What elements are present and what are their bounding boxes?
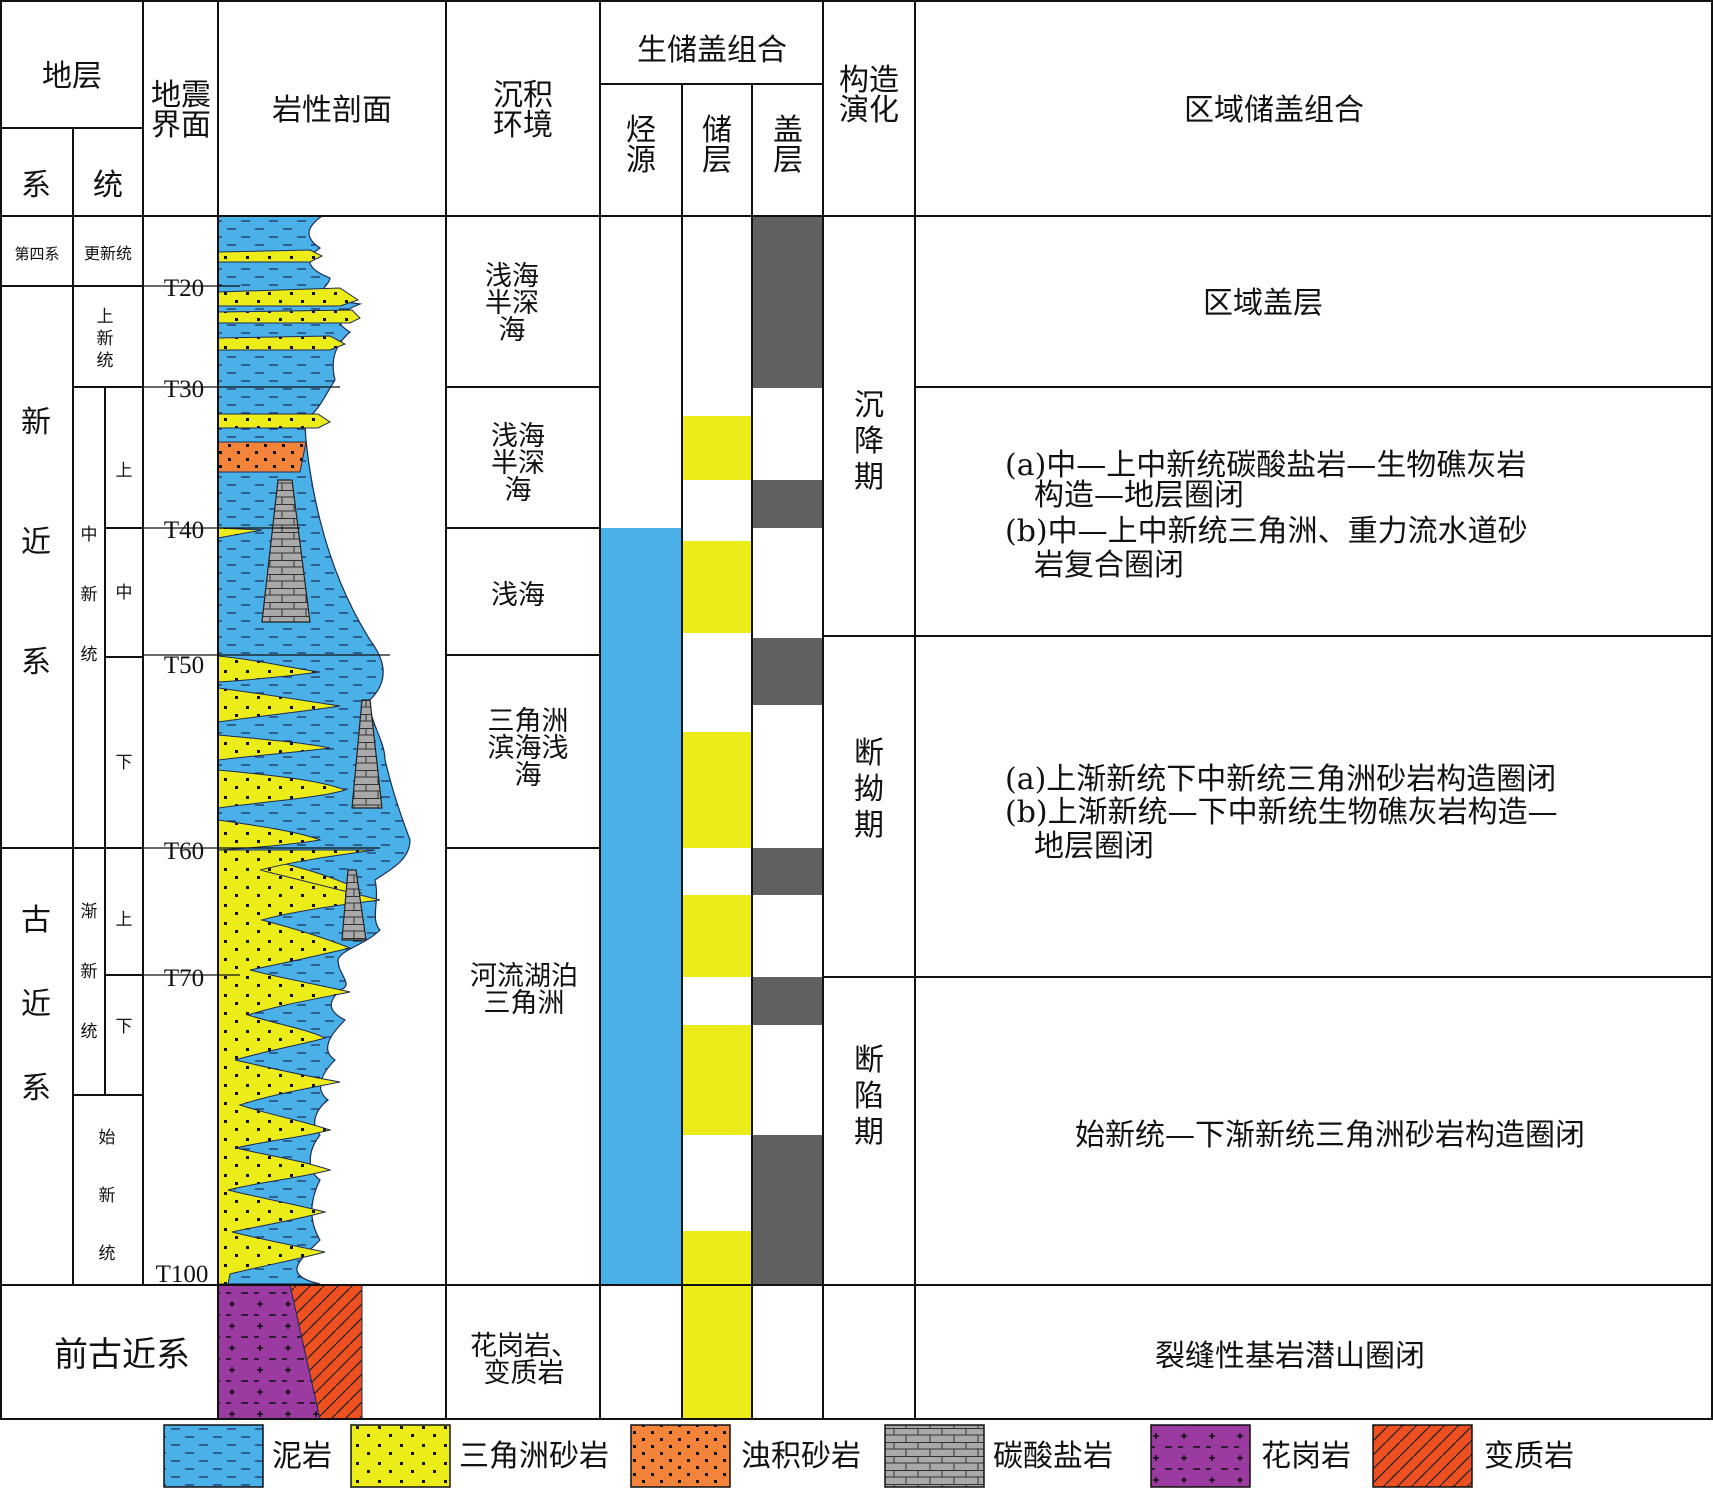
regional-combos: 区域盖层 (a)中—上中新统碳酸盐岩—生物礁灰岩 构造—地层圈闭 (b)中—上中…	[1005, 286, 1585, 1374]
granite-basement	[218, 1285, 321, 1419]
series-labels: 更新统 上新统 中新统 渐新统 始新统	[81, 244, 133, 1264]
system-quaternary: 第四系	[14, 245, 59, 263]
legend-label-metamorphic: 变质岩	[1484, 1439, 1574, 1474]
regional-combo-line: 地层圈闭	[1034, 829, 1154, 864]
horizon-label: T50	[164, 652, 204, 679]
regional-combo-line: 始新统—下渐新统三角洲砂岩构造圈闭	[1075, 1118, 1585, 1153]
legend-swatch-mudstone	[163, 1424, 264, 1488]
series-pleistocene: 更新统	[84, 244, 132, 263]
tectonic-rift: 断陷期	[854, 1043, 884, 1150]
header-labels: 地层 系 统 地震界面 岩性剖面 沉积环境 生储盖组合 烃源 储层 盖层 构造演…	[21, 33, 1364, 203]
regional-combo-line: (a)上渐新统下中新统三角洲砂岩构造圈闭	[1005, 762, 1556, 797]
subseries-middle-miocene: 中	[116, 583, 133, 603]
system-pre-paleogene: 前古近系	[54, 1335, 190, 1375]
subseries-labels: 上 中 下 上 下	[116, 461, 133, 1037]
legend-swatch-turbidite-sandstone	[630, 1424, 731, 1488]
subseries-upper-miocene: 上	[116, 461, 133, 481]
series-pliocene: 上新统	[97, 307, 114, 371]
header-regional: 区域储盖组合	[1184, 93, 1364, 128]
regional-combo-line: 构造—地层圈闭	[1034, 478, 1244, 513]
header-series: 统	[93, 168, 123, 203]
horizon-label: T20	[164, 275, 204, 302]
reservoir-bars	[682, 416, 752, 1419]
turbidite-sandstone-layer	[218, 441, 307, 473]
env-label: 浅海半深海	[485, 261, 539, 346]
legend: 泥岩 三角洲砂岩 浊积砂岩 碳酸盐岩 花岗岩 变质岩	[163, 1424, 1574, 1488]
subseries-lower-oligocene: 下	[116, 1017, 133, 1037]
horizon-label: T40	[164, 517, 204, 544]
system-paleogene: 古近系	[21, 903, 51, 1106]
header-source: 烃源	[626, 113, 656, 178]
source-rock-bar	[601, 528, 681, 1284]
legend-label-mudstone: 泥岩	[272, 1439, 332, 1474]
basement-rocks	[218, 1285, 363, 1419]
header-tectonic: 构造演化	[839, 63, 899, 128]
series-oligocene: 渐新统	[81, 902, 98, 1042]
env-label: 浅海半深海	[491, 421, 545, 506]
system-neogene: 新近系	[21, 405, 51, 680]
seismic-horizon-lines	[143, 285, 390, 976]
tectonic-labels: 沉降期 断拗期 断陷期	[854, 388, 884, 1150]
env-label: 浅海	[491, 580, 545, 611]
seismic-horizon-labels: T20 T30 T40 T50 T60 T70 T100	[156, 275, 209, 1288]
regional-combo-line: (a)中—上中新统碳酸盐岩—生物礁灰岩	[1005, 448, 1526, 483]
env-label: 河流湖泊三角洲	[470, 961, 578, 1019]
cap-rock-bars	[753, 216, 823, 1284]
horizon-label: T70	[164, 965, 204, 992]
legend-swatch-metamorphic	[1372, 1424, 1473, 1488]
sandstone-lower-section	[218, 849, 381, 1284]
header-system: 系	[21, 168, 51, 203]
header-cap: 盖层	[773, 113, 803, 178]
environment-labels: 浅海半深海 浅海半深海 浅海 三角洲滨海浅海 河流湖泊三角洲 花岗岩、变质岩	[470, 261, 578, 1389]
header-seismic: 地震界面	[151, 78, 211, 143]
horizon-label: T30	[164, 376, 204, 403]
series-miocene: 中新统	[81, 525, 98, 665]
header-environment: 沉积环境	[493, 78, 553, 143]
regional-combo-line: 岩复合圈闭	[1034, 548, 1184, 583]
header-lithology: 岩性剖面	[272, 93, 392, 128]
header-strata: 地层	[42, 59, 102, 94]
metamorphic-basement	[289, 1285, 363, 1419]
sandstone-layers-upper	[218, 249, 361, 429]
env-label: 三角洲滨海浅海	[488, 706, 569, 791]
legend-label-turbidite-sandstone: 浊积砂岩	[741, 1439, 861, 1474]
legend-swatch-delta-sandstone	[350, 1424, 451, 1488]
regional-combo-line: (b)中—上中新统三角洲、重力流水道砂	[1005, 514, 1528, 549]
legend-swatch-granite	[1150, 1424, 1251, 1488]
system-labels: 第四系 新近系 古近系 前古近系	[14, 245, 190, 1375]
tectonic-rift-depression: 断拗期	[854, 736, 884, 843]
env-label: 花岗岩、变质岩	[470, 1331, 578, 1389]
regional-combo-line: 裂缝性基岩潜山圈闭	[1155, 1339, 1425, 1374]
header-petroleum-system: 生储盖组合	[637, 33, 787, 68]
subseries-upper-oligocene: 上	[116, 910, 133, 930]
table-grid	[0, 0, 1713, 1420]
regional-combo-line: (b)上渐新统—下中新统生物礁灰岩构造—	[1005, 795, 1558, 830]
regional-combo-line: 区域盖层	[1203, 286, 1323, 321]
lithology-profile	[218, 216, 411, 1419]
horizon-label: T100	[156, 1261, 209, 1288]
legend-label-delta-sandstone: 三角洲砂岩	[459, 1439, 609, 1474]
legend-swatch-carbonate	[884, 1424, 985, 1488]
subseries-lower-miocene: 下	[116, 753, 133, 773]
tectonic-subsidence: 沉降期	[854, 388, 884, 495]
series-eocene: 始新统	[99, 1128, 116, 1264]
legend-label-carbonate: 碳酸盐岩	[993, 1439, 1113, 1474]
horizon-label: T60	[164, 838, 204, 865]
legend-label-granite: 花岗岩	[1261, 1439, 1351, 1474]
header-reservoir: 储层	[702, 113, 732, 178]
carbonate-reefs	[261, 479, 383, 941]
